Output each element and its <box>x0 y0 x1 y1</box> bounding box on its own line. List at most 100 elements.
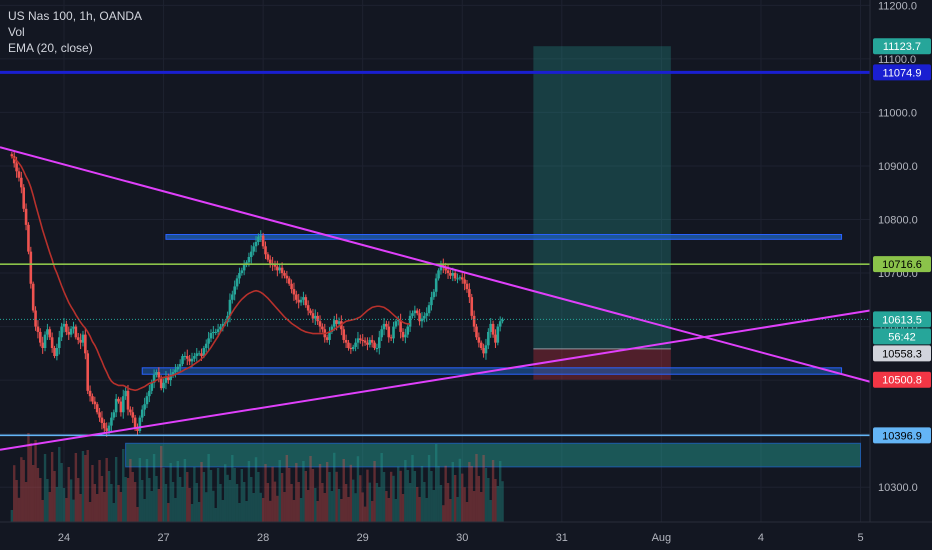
x-tick-label: 28 <box>257 532 269 544</box>
volume-bar <box>318 464 322 522</box>
candle-body <box>148 390 151 397</box>
volume-bar <box>309 456 312 522</box>
volume-bar <box>368 482 372 522</box>
candle-body <box>479 342 483 348</box>
volume-bar <box>67 467 70 522</box>
candle-body <box>105 428 108 431</box>
candle-body <box>221 323 225 327</box>
candle-body <box>24 208 28 225</box>
candle-body <box>392 326 395 339</box>
candle-body <box>107 425 111 431</box>
price-tag: 56:42 <box>873 328 931 345</box>
candle-body <box>261 235 265 247</box>
volume-bar <box>333 452 336 522</box>
volume-bar <box>105 458 108 522</box>
candle-body <box>404 334 407 338</box>
volume-bar <box>178 477 182 522</box>
volume-bar <box>430 471 433 522</box>
candle-body <box>91 396 94 402</box>
volume-bar <box>323 493 326 522</box>
volume-bar <box>397 466 400 522</box>
candle-body <box>31 283 35 311</box>
volume-bar <box>489 500 492 522</box>
candles <box>10 152 504 437</box>
volume-bar <box>176 461 179 522</box>
candle-body <box>98 412 101 418</box>
candle-body <box>185 356 189 359</box>
volume-bar <box>50 452 54 522</box>
volume-bar <box>439 485 443 522</box>
volume-bar <box>240 469 243 522</box>
volume-bar <box>245 501 248 522</box>
volume-bar <box>480 492 483 522</box>
candle-body <box>20 177 23 188</box>
y-tick-label: 10300.0 <box>878 482 918 494</box>
candle-body <box>38 331 42 343</box>
volume-bar <box>458 458 462 522</box>
candle-body <box>150 382 154 391</box>
volume-bar <box>299 498 303 522</box>
candle-body <box>62 323 66 327</box>
volume-bar <box>88 502 92 522</box>
volume-bar <box>394 499 398 522</box>
candle-body <box>304 297 308 306</box>
time-axis-background <box>0 522 932 550</box>
volume-bar <box>254 457 258 522</box>
price-tag-label: 10500.8 <box>882 375 922 387</box>
price-tag-box <box>873 256 931 273</box>
volume-bar <box>283 492 286 522</box>
volume-bar <box>444 465 447 522</box>
candle-body <box>93 401 97 405</box>
candle-body <box>375 348 379 349</box>
chart-legend: US Nas 100, 1h, OANDA Vol EMA (20, close… <box>8 8 142 56</box>
volume-bar <box>133 482 137 522</box>
volume-bar <box>285 455 289 522</box>
volume-bar <box>453 475 457 522</box>
candle-body <box>470 297 474 316</box>
candle-body <box>427 305 431 314</box>
volume-bar <box>242 482 246 522</box>
candle-body <box>370 339 374 343</box>
candle-body <box>401 331 405 338</box>
volume-bar <box>117 485 120 522</box>
volume-bar <box>48 492 51 522</box>
candle-body <box>112 412 116 418</box>
candle-body <box>285 275 289 279</box>
volume-bar <box>288 468 291 522</box>
volume-bar <box>29 443 33 522</box>
candle-body <box>328 331 331 340</box>
price-tag: 11074.9 <box>873 64 931 81</box>
ema-line <box>11 155 411 392</box>
volume-bar <box>501 481 504 522</box>
price-tag-box <box>873 371 931 388</box>
volume-bar <box>387 498 390 522</box>
candle-body <box>29 251 33 284</box>
candle-body <box>423 315 426 319</box>
candle-body <box>79 339 82 343</box>
price-tag: 10613.5 <box>873 311 931 328</box>
volume-bar <box>363 506 367 522</box>
volume-bar <box>370 501 374 522</box>
candle-body <box>276 266 279 271</box>
candle-body <box>140 409 144 418</box>
candle-body <box>167 377 170 381</box>
volume-bar <box>131 472 134 522</box>
descending-trendline <box>0 146 871 383</box>
volume-bar <box>366 469 369 522</box>
volume-bar <box>292 500 296 522</box>
candle-body <box>65 323 68 332</box>
volume-bar <box>411 455 414 522</box>
candle-body <box>449 273 452 276</box>
volume-bar <box>477 476 481 522</box>
price-tag: 10396.9 <box>873 427 931 444</box>
volume-bar <box>77 478 80 522</box>
volume-bar <box>93 484 97 522</box>
candle-body <box>472 315 476 327</box>
candle-body <box>60 326 63 338</box>
candle-body <box>197 353 201 355</box>
candle-body <box>382 323 386 330</box>
candle-body <box>121 396 125 413</box>
